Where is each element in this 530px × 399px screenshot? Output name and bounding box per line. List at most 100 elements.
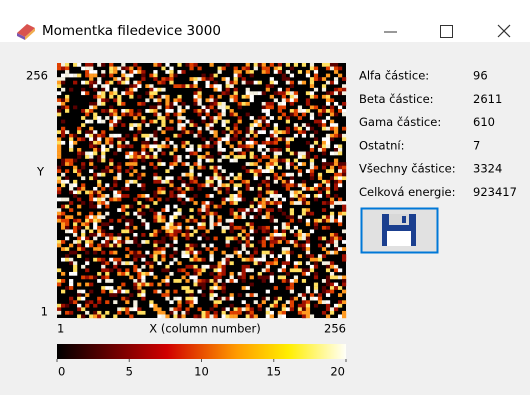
image-pixel: [202, 222, 206, 226]
image-pixel: [230, 144, 234, 148]
image-pixel: [230, 130, 234, 134]
image-pixel: [193, 283, 197, 287]
image-pixel: [117, 272, 121, 276]
image-pixel: [149, 198, 153, 202]
save-button[interactable]: [362, 209, 438, 253]
image-pixel: [145, 144, 149, 148]
image-pixel: [250, 311, 254, 315]
image-pixel: [298, 106, 302, 110]
image-pixel: [189, 233, 193, 237]
image-pixel: [105, 240, 109, 244]
image-pixel: [314, 286, 318, 290]
image-pixel: [101, 244, 105, 248]
image-pixel: [302, 130, 306, 134]
image-pixel: [322, 137, 326, 141]
image-pixel: [185, 279, 189, 283]
image-pixel: [189, 77, 193, 81]
image-pixel: [89, 176, 93, 180]
image-pixel: [93, 205, 97, 209]
image-pixel: [290, 268, 294, 272]
image-pixel: [306, 290, 310, 294]
image-pixel: [314, 297, 318, 301]
image-pixel: [73, 74, 77, 78]
image-pixel: [73, 194, 77, 198]
image-pixel: [306, 222, 310, 226]
image-pixel: [73, 268, 77, 272]
image-pixel: [302, 304, 306, 308]
image-pixel: [177, 106, 181, 110]
image-pixel: [181, 102, 185, 106]
image-pixel: [230, 314, 234, 318]
image-pixel: [238, 130, 242, 134]
image-pixel: [330, 169, 334, 173]
image-pixel: [330, 81, 334, 85]
image-pixel: [270, 219, 274, 223]
image-pixel: [77, 247, 81, 251]
image-pixel: [234, 81, 238, 85]
image-pixel: [105, 169, 109, 173]
image-pixel: [113, 176, 117, 180]
image-pixel: [153, 106, 157, 110]
image-pixel: [246, 63, 250, 67]
image-pixel: [97, 137, 101, 141]
image-pixel: [73, 191, 77, 195]
image-pixel: [302, 247, 306, 251]
image-pixel: [334, 201, 338, 205]
image-pixel: [125, 67, 129, 71]
image-pixel: [65, 226, 69, 230]
image-pixel: [117, 134, 121, 138]
image-pixel: [197, 272, 201, 276]
image-pixel: [242, 137, 246, 141]
image-pixel: [210, 95, 214, 99]
image-pixel: [234, 237, 238, 241]
image-pixel: [254, 300, 258, 304]
image-pixel: [97, 229, 101, 233]
image-pixel: [286, 226, 290, 230]
image-pixel: [97, 183, 101, 187]
image-pixel: [338, 162, 342, 166]
image-pixel: [342, 240, 346, 244]
image-pixel: [73, 106, 77, 110]
image-pixel: [193, 95, 197, 99]
image-pixel: [185, 219, 189, 223]
image-pixel: [318, 77, 322, 81]
image-pixel: [310, 254, 314, 258]
image-pixel: [197, 109, 201, 113]
image-pixel: [222, 183, 226, 187]
image-pixel: [210, 106, 214, 110]
image-pixel: [310, 229, 314, 233]
image-pixel: [101, 63, 105, 67]
image-pixel: [234, 127, 238, 131]
image-pixel: [246, 113, 250, 117]
image-pixel: [342, 77, 346, 81]
image-pixel: [310, 81, 314, 85]
image-pixel: [65, 63, 69, 67]
image-pixel: [161, 208, 165, 212]
image-pixel: [153, 290, 157, 294]
image-pixel: [145, 194, 149, 198]
image-pixel: [89, 290, 93, 294]
image-pixel: [322, 180, 326, 184]
image-pixel: [189, 152, 193, 156]
image-pixel: [57, 91, 61, 95]
image-pixel: [185, 265, 189, 269]
image-pixel: [133, 307, 137, 311]
image-pixel: [298, 162, 302, 166]
image-pixel: [250, 127, 254, 131]
image-pixel: [230, 180, 234, 184]
stat-label: Ostatní:: [359, 138, 404, 152]
image-pixel: [318, 300, 322, 304]
image-pixel: [165, 98, 169, 102]
image-pixel: [286, 162, 290, 166]
image-pixel: [105, 183, 109, 187]
image-pixel: [206, 109, 210, 113]
image-pixel: [310, 127, 314, 131]
image-pixel: [230, 279, 234, 283]
image-pixel: [342, 247, 346, 251]
image-pixel: [125, 261, 129, 265]
image-pixel: [197, 162, 201, 166]
image-pixel: [322, 95, 326, 99]
image-pixel: [278, 205, 282, 209]
image-pixel: [318, 254, 322, 258]
image-pixel: [101, 261, 105, 265]
